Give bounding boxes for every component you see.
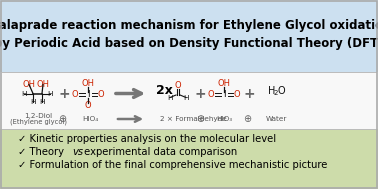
Text: O: O [98,90,104,99]
Text: 1,2-Diol: 1,2-Diol [24,113,52,119]
Bar [0,0,378,72]
Text: H: H [21,91,27,97]
Text: OH: OH [82,79,94,88]
Text: OH: OH [37,80,50,89]
Text: experimental data comparison: experimental data comparison [81,147,237,157]
Text: O: O [208,90,214,99]
Text: ⊕: ⊕ [196,114,204,124]
Text: 2x: 2x [156,84,173,97]
Text: H: H [268,85,276,95]
Text: OH: OH [217,79,231,88]
Text: HIO₄: HIO₄ [82,116,98,122]
Text: H: H [30,98,36,105]
Bar [0,129,378,189]
Text: +: + [243,87,255,101]
Text: O: O [278,85,286,95]
Text: ⊕: ⊕ [58,114,66,124]
Text: O: O [85,101,91,110]
Text: OH: OH [23,80,36,89]
Text: I: I [87,90,89,99]
Text: O: O [72,90,78,99]
Text: ✓ Theory: ✓ Theory [18,147,67,157]
Text: vs: vs [72,147,83,157]
Text: 2 × Formaldehyde: 2 × Formaldehyde [160,116,227,122]
Text: 2: 2 [274,90,278,96]
Text: +: + [58,87,70,101]
Text: H: H [183,94,189,101]
Text: HIO₃: HIO₃ [216,116,232,122]
Text: Malaprade reaction mechanism for Ethylene Glycol oxidation: Malaprade reaction mechanism for Ethylen… [0,19,378,33]
Text: H: H [39,98,45,105]
Text: ✓ Formulation of the final comprehensive mechanistic picture: ✓ Formulation of the final comprehensive… [18,160,327,170]
Text: ✓ Kinetic properties analysis on the molecular level: ✓ Kinetic properties analysis on the mol… [18,134,276,144]
Text: H: H [47,91,53,97]
Text: O: O [175,81,181,90]
Text: Water: Water [265,116,287,122]
Bar [0,72,378,129]
Text: (Ethylene glycol): (Ethylene glycol) [9,119,67,125]
Text: +: + [194,87,206,101]
Text: by Periodic Acid based on Density Functional Theory (DFT): by Periodic Acid based on Density Functi… [0,36,378,50]
Text: ⊕: ⊕ [243,114,251,124]
Text: H: H [167,94,173,101]
Text: I: I [223,90,225,99]
Text: O: O [234,90,240,99]
